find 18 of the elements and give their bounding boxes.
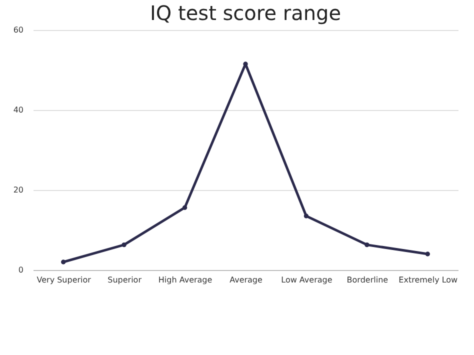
x-tick-label: Borderline: [346, 276, 388, 284]
y-tick-label: 60: [13, 26, 24, 34]
x-tick-label: Superior: [108, 276, 142, 284]
x-tick-label: Very Superior: [36, 276, 92, 284]
point: [61, 260, 66, 264]
point: [304, 214, 309, 218]
x-tick-label: Average: [230, 276, 262, 284]
x-tick-label: Extremely Low: [398, 276, 458, 284]
point: [122, 242, 126, 248]
y-tick-label: 0: [18, 266, 24, 274]
point: [182, 205, 188, 210]
chart-title: IQ test score range: [150, 1, 342, 25]
point: [364, 242, 370, 248]
x-tick-label: Low Average: [281, 276, 332, 284]
x-tick-label: High Average: [158, 276, 212, 284]
y-tick-label: 40: [13, 106, 24, 114]
y-tick-label: 20: [13, 186, 24, 194]
point: [425, 252, 430, 256]
